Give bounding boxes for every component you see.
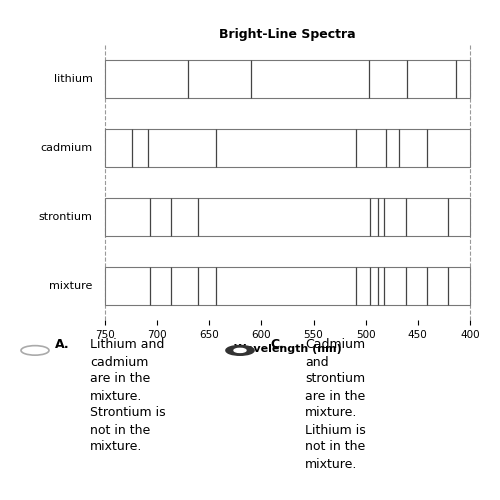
- Text: A.: A.: [55, 338, 70, 351]
- Text: Cadmium
and
strontium
are in the
mixture.
Lithium is
not in the
mixture.: Cadmium and strontium are in the mixture…: [305, 338, 366, 470]
- X-axis label: Wavelength (nm): Wavelength (nm): [234, 344, 342, 354]
- Circle shape: [21, 346, 49, 355]
- Bar: [105, 60, 470, 98]
- Text: mixture: mixture: [49, 280, 92, 290]
- Text: lithium: lithium: [54, 74, 92, 85]
- Text: strontium: strontium: [38, 212, 92, 222]
- Circle shape: [234, 348, 246, 352]
- Text: C.: C.: [270, 338, 284, 351]
- Text: cadmium: cadmium: [40, 143, 92, 153]
- Bar: [105, 198, 470, 236]
- Title: Bright-Line Spectra: Bright-Line Spectra: [219, 28, 356, 41]
- Bar: [105, 129, 470, 167]
- Circle shape: [226, 346, 254, 355]
- Text: Lithium and
cadmium
are in the
mixture.
Strontium is
not in the
mixture.: Lithium and cadmium are in the mixture. …: [90, 338, 166, 454]
- Bar: [105, 266, 470, 304]
